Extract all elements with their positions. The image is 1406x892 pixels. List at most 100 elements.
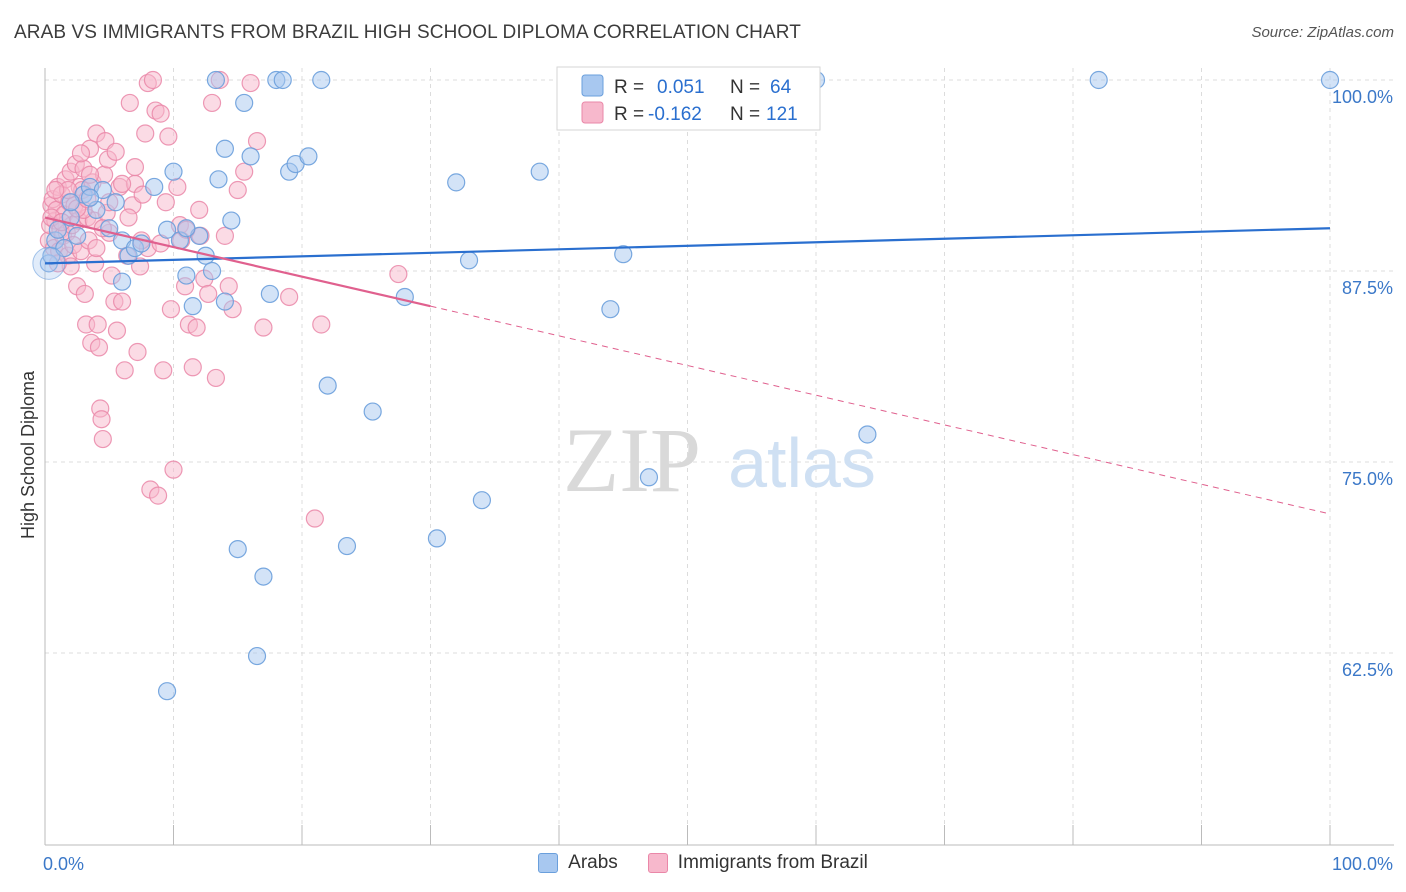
point-brazil-81 bbox=[199, 284, 218, 304]
point-brazil-66 bbox=[148, 486, 168, 505]
watermark-atlas: atlas bbox=[728, 424, 876, 502]
point-arabs-39 bbox=[299, 147, 318, 166]
trend-line-brazil-solid bbox=[44, 216, 431, 308]
legend-n-value-2: 121 bbox=[766, 104, 798, 125]
point-brazil-61 bbox=[136, 124, 155, 143]
point-brazil-69 bbox=[156, 193, 175, 212]
legend-item-arabs: Arabs bbox=[538, 852, 618, 874]
chart-title: ARAB VS IMMIGRANTS FROM BRAZIL HIGH SCHO… bbox=[14, 22, 801, 43]
watermark-zip: ZIP bbox=[563, 409, 701, 511]
point-brazil-83 bbox=[206, 368, 226, 388]
legend-box: R = 0.051 N = 64 R = -0.162 N = 121 bbox=[556, 66, 821, 131]
point-brazil-107 bbox=[71, 144, 91, 163]
point-brazil-103 bbox=[125, 157, 145, 177]
grid-lines bbox=[45, 68, 1394, 845]
point-brazil-67 bbox=[151, 104, 170, 123]
legend-r-value-2: -0.162 bbox=[648, 104, 702, 125]
point-arabs-12 bbox=[106, 193, 125, 212]
point-brazil-94 bbox=[305, 509, 324, 528]
point-arabs-46 bbox=[447, 173, 466, 192]
point-brazil-78 bbox=[187, 318, 206, 337]
point-brazil-38 bbox=[88, 315, 107, 334]
y-axis-label: High School Diploma bbox=[18, 370, 38, 539]
x-tick-label-0: 0.0% bbox=[43, 854, 84, 874]
point-arabs-27 bbox=[215, 292, 234, 311]
point-arabs-58 bbox=[112, 272, 132, 291]
point-brazil-112 bbox=[112, 174, 132, 194]
point-arabs-52 bbox=[639, 468, 659, 487]
point-brazil-28 bbox=[75, 284, 94, 304]
y-tick-labels: 100.0% 87.5% 75.0% 62.5% bbox=[1332, 87, 1393, 680]
legend-arabs-label: Arabs bbox=[568, 852, 618, 873]
axes bbox=[44, 68, 1394, 846]
point-arabs-18 bbox=[164, 162, 183, 181]
point-arabs-26 bbox=[209, 170, 228, 189]
point-brazil-64 bbox=[143, 70, 163, 90]
point-arabs-55 bbox=[1089, 70, 1108, 90]
point-arabs-3 bbox=[48, 220, 67, 239]
point-arabs-60 bbox=[177, 219, 196, 238]
point-brazil-90 bbox=[241, 73, 260, 93]
y-tick-label-1: 87.5% bbox=[1342, 278, 1393, 298]
point-arabs-40 bbox=[312, 70, 331, 90]
point-brazil-86 bbox=[219, 277, 238, 296]
point-brazil-41 bbox=[92, 410, 111, 429]
legend-brazil-swatch bbox=[581, 101, 604, 124]
legend-arabs-swatch bbox=[581, 74, 604, 97]
point-arabs-56 bbox=[1320, 70, 1340, 90]
point-arabs-59 bbox=[80, 188, 100, 207]
point-brazil-117 bbox=[87, 238, 106, 258]
point-brazil-42 bbox=[93, 429, 112, 449]
point-brazil-39 bbox=[89, 338, 109, 357]
watermark: ZIP atlas bbox=[563, 409, 876, 511]
point-brazil-36 bbox=[86, 254, 105, 273]
point-brazil-59 bbox=[130, 257, 150, 276]
point-brazil-96 bbox=[389, 264, 408, 284]
legend-n-label-2: N = bbox=[730, 104, 760, 125]
point-brazil-92 bbox=[254, 318, 273, 337]
point-arabs-57 bbox=[157, 682, 177, 701]
point-brazil-82 bbox=[202, 93, 222, 113]
point-arabs-54 bbox=[858, 425, 877, 444]
point-arabs-51 bbox=[614, 245, 633, 264]
point-arabs-44 bbox=[395, 287, 414, 307]
legend-r-label-1: R = bbox=[614, 77, 644, 98]
point-arabs-48 bbox=[472, 491, 491, 510]
point-brazil-102 bbox=[119, 208, 138, 227]
series-arabs-points bbox=[32, 70, 1340, 701]
point-brazil-52 bbox=[112, 292, 132, 311]
legend-r-label-2: R = bbox=[614, 104, 644, 125]
point-brazil-58 bbox=[128, 342, 147, 362]
legend-r-value-1: 0.051 bbox=[657, 77, 705, 98]
point-brazil-116 bbox=[46, 180, 65, 200]
point-arabs-45 bbox=[427, 529, 447, 548]
point-brazil-70 bbox=[159, 127, 178, 146]
point-arabs-43 bbox=[363, 402, 382, 421]
point-brazil-71 bbox=[161, 300, 181, 319]
point-arabs-30 bbox=[235, 93, 254, 113]
point-arabs-17 bbox=[157, 220, 177, 239]
point-brazil-93 bbox=[280, 287, 299, 307]
legend-brazil-swatch-bottom bbox=[647, 853, 668, 873]
point-arabs-42 bbox=[337, 536, 357, 556]
point-brazil-91 bbox=[247, 132, 267, 151]
point-arabs-32 bbox=[247, 646, 267, 666]
y-tick-label-3: 62.5% bbox=[1342, 660, 1393, 680]
point-arabs-31 bbox=[241, 147, 260, 166]
point-arabs-28 bbox=[222, 211, 241, 230]
legend-n-label-1: N = bbox=[730, 77, 760, 98]
y-tick-label-2: 75.0% bbox=[1342, 469, 1393, 489]
legend-n-value-1: 64 bbox=[770, 77, 792, 98]
point-arabs-20 bbox=[177, 266, 196, 285]
point-arabs-34 bbox=[260, 284, 279, 304]
point-brazil-111 bbox=[190, 200, 209, 219]
point-arabs-16 bbox=[145, 177, 164, 197]
point-brazil-55 bbox=[120, 93, 139, 113]
point-brazil-50 bbox=[107, 321, 127, 340]
point-brazil-95 bbox=[312, 315, 331, 334]
point-brazil-89 bbox=[235, 162, 254, 181]
x-tick-labels: 0.0% 100.0% bbox=[43, 854, 1393, 874]
point-arabs-24 bbox=[202, 261, 222, 281]
point-arabs-63 bbox=[215, 139, 234, 158]
point-arabs-29 bbox=[228, 539, 247, 559]
